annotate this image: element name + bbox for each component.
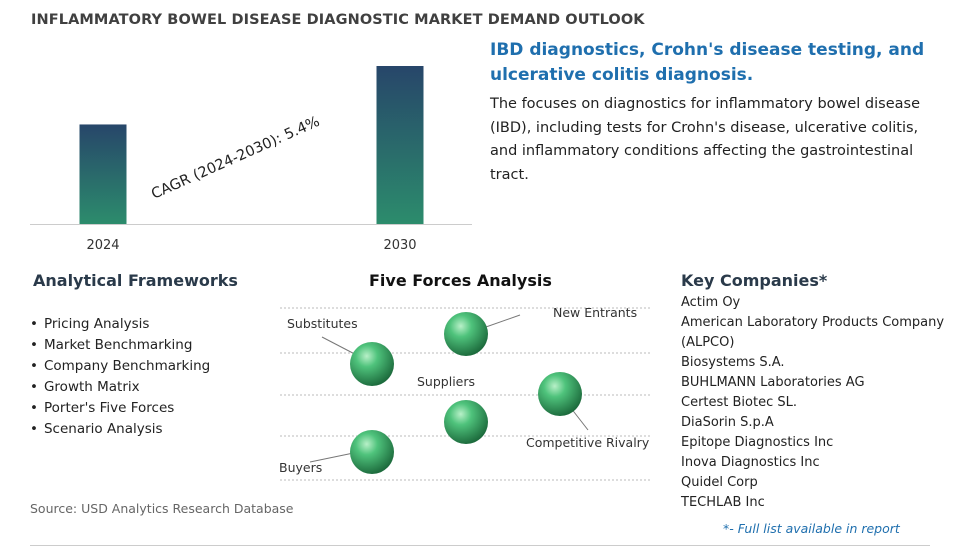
description-heading: IBD diagnostics, Crohn's disease testing…: [490, 40, 925, 85]
force-label-competitive-rivalry: Competitive Rivalry: [526, 435, 650, 450]
key-companies-list: Actim Oy American Laboratory Products Co…: [681, 293, 951, 513]
force-sphere-buyers: [350, 430, 394, 474]
company-item: Biosystems S.A.: [681, 355, 785, 370]
cagr-annotation: CAGR (2024-2030): 5.4%: [149, 114, 322, 203]
description-body: The focuses on diagnostics for inflammat…: [490, 96, 921, 183]
frameworks-list: Pricing Analysis Market Benchmarking Com…: [30, 314, 210, 440]
framework-item: Pricing Analysis: [30, 314, 210, 335]
framework-item: Scenario Analysis: [30, 419, 210, 440]
force-sphere-suppliers: [444, 400, 488, 444]
company-item: Inova Diagnostics Inc: [681, 455, 820, 470]
force-label-suppliers: Suppliers: [417, 374, 476, 389]
source-note: Source: USD Analytics Research Database: [30, 501, 294, 516]
five-forces-title: Five Forces Analysis: [369, 271, 552, 290]
key-companies-title: Key Companies*: [681, 271, 828, 290]
frameworks-title: Analytical Frameworks: [33, 271, 238, 290]
bar-chart: 2024 2030 CAGR (2024-2030): 5.4%: [30, 66, 472, 253]
framework-item: Growth Matrix: [30, 377, 210, 398]
bar-2030: [376, 66, 424, 224]
force-sphere-substitutes: [350, 342, 394, 386]
x-tick-label: 2024: [86, 238, 119, 253]
company-item: Quidel Corp: [681, 475, 758, 490]
company-item: American Laboratory Products Company (AL…: [681, 315, 945, 350]
force-label-substitutes: Substitutes: [287, 316, 358, 331]
company-item: BUHLMANN Laboratories AG: [681, 375, 865, 390]
framework-item: Porter's Five Forces: [30, 398, 210, 419]
force-label-buyers: Buyers: [279, 460, 323, 475]
company-item: TECHLAB Inc: [681, 495, 765, 510]
framework-item: Market Benchmarking: [30, 335, 210, 356]
company-item: Epitope Diagnostics Inc: [681, 435, 834, 450]
five-forces-diagram: [280, 307, 650, 481]
bottom-divider: [30, 545, 930, 546]
framework-item: Company Benchmarking: [30, 356, 210, 377]
force-label-new-entrants: New Entrants: [553, 305, 638, 320]
force-sphere-competitive-rivalry: [538, 372, 582, 416]
x-tick-label: 2030: [383, 238, 416, 253]
bar-2024: [79, 124, 127, 224]
page-title: INFLAMMATORY BOWEL DISEASE DIAGNOSTIC MA…: [31, 12, 645, 28]
force-sphere-new-entrants: [444, 312, 488, 356]
full-list-note: *- Full list available in report: [723, 521, 900, 536]
company-item: Actim Oy: [681, 295, 741, 310]
company-item: DiaSorin S.p.A: [681, 415, 774, 430]
company-item: Certest Biotec SL.: [681, 395, 798, 410]
